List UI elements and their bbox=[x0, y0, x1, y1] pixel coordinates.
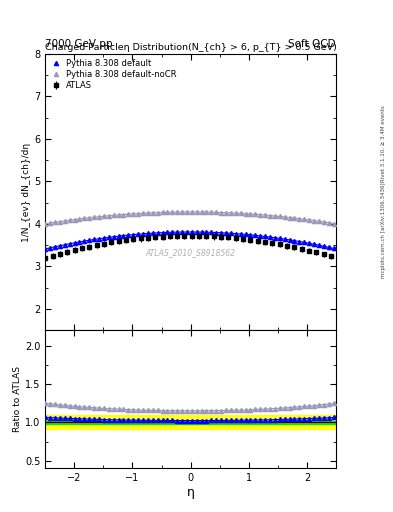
Pythia 8.308 default-noCR bbox=[126, 211, 130, 217]
Y-axis label: Ratio to ATLAS: Ratio to ATLAS bbox=[13, 367, 22, 432]
Pythia 8.308 default bbox=[116, 233, 121, 239]
Y-axis label: 1/N_{ev} dN_{ch}/dη: 1/N_{ev} dN_{ch}/dη bbox=[22, 142, 31, 242]
Pythia 8.308 default-noCR bbox=[136, 210, 140, 217]
Text: Soft QCD: Soft QCD bbox=[288, 38, 336, 49]
Line: Pythia 8.308 default-noCR: Pythia 8.308 default-noCR bbox=[43, 210, 336, 226]
Legend: Pythia 8.308 default, Pythia 8.308 default-noCR, ATLAS: Pythia 8.308 default, Pythia 8.308 defau… bbox=[48, 57, 178, 92]
Pythia 8.308 default-noCR bbox=[141, 210, 145, 217]
Text: mcplots.cern.ch [arXiv:1306.3436]: mcplots.cern.ch [arXiv:1306.3436] bbox=[381, 183, 386, 278]
Pythia 8.308 default-noCR bbox=[189, 209, 194, 215]
Pythia 8.308 default bbox=[331, 245, 336, 251]
Line: Pythia 8.308 default: Pythia 8.308 default bbox=[43, 230, 336, 251]
Pythia 8.308 default-noCR bbox=[92, 214, 96, 220]
Pythia 8.308 default bbox=[126, 232, 130, 238]
Text: 7000 GeV pp: 7000 GeV pp bbox=[45, 38, 113, 49]
Text: Rivet 3.1.10, ≥ 3.4M events: Rivet 3.1.10, ≥ 3.4M events bbox=[381, 105, 386, 182]
Pythia 8.308 default bbox=[229, 230, 233, 237]
X-axis label: η: η bbox=[187, 486, 195, 499]
Pythia 8.308 default bbox=[189, 229, 194, 235]
Pythia 8.308 default-noCR bbox=[331, 221, 336, 227]
Pythia 8.308 default-noCR bbox=[43, 221, 48, 227]
Title: Charged Particleη Distribution(N_{ch} > 6, p_{T} > 0.5 GeV): Charged Particleη Distribution(N_{ch} > … bbox=[45, 42, 336, 52]
Pythia 8.308 default bbox=[92, 237, 96, 243]
Pythia 8.308 default-noCR bbox=[116, 212, 121, 218]
Pythia 8.308 default bbox=[141, 231, 145, 237]
Pythia 8.308 default bbox=[136, 231, 140, 237]
Pythia 8.308 default bbox=[43, 246, 48, 252]
Text: ATLAS_2010_S8918562: ATLAS_2010_S8918562 bbox=[145, 248, 236, 258]
Pythia 8.308 default-noCR bbox=[229, 210, 233, 216]
